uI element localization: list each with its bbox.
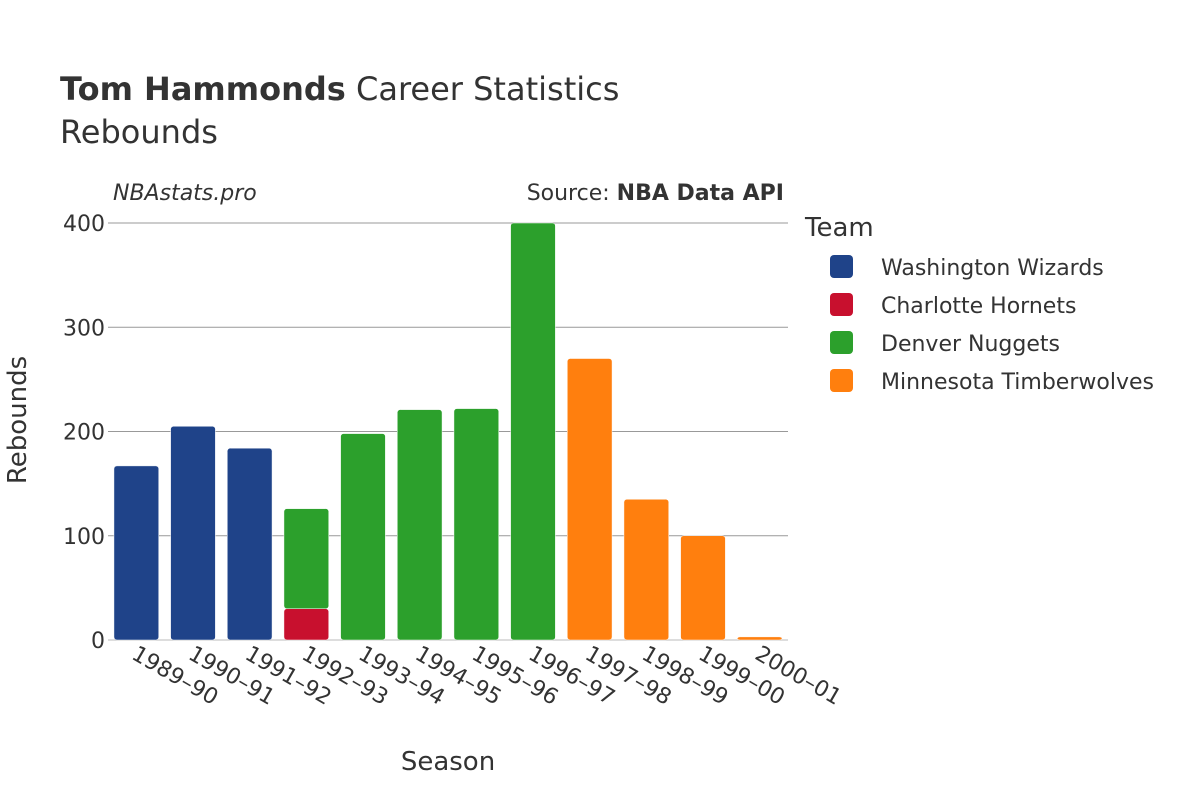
gridlines [108,222,788,641]
bar-segment [453,408,499,641]
y-axis-ticks: 0 100 200 300 400 [63,212,105,654]
bar-segment [227,447,273,641]
bar-segment [623,499,669,641]
y-tick-label: 200 [63,421,105,446]
legend-swatch [830,369,853,392]
bar-segment [510,222,556,641]
y-tick-label: 300 [63,316,105,341]
bar-segment [397,409,443,641]
y-tick-label: 0 [91,629,105,654]
legend-items: Washington Wizards Charlotte Hornets Denve… [830,255,1154,395]
x-axis-title: Season [401,747,495,777]
legend-swatch [830,331,853,354]
bar-segment [737,636,783,641]
source-prefix: Source: [527,181,617,206]
chart-title: Tom Hammonds Career Statistics [60,70,619,108]
bar-segment [283,608,329,641]
bar-segment [567,358,613,641]
site-label: NBAstats.pro [113,181,257,206]
legend-label: Minnesota Timberwolves [881,370,1154,395]
bar-segment [680,535,726,641]
legend-label: Denver Nuggets [881,332,1060,357]
y-tick-label: 400 [63,212,105,237]
legend-title: Team [804,213,874,243]
legend-swatch [830,293,853,316]
player-name: Tom Hammonds [60,70,346,108]
chart-subtitle: Rebounds [60,113,218,151]
y-axis-title: Rebounds [3,356,33,484]
bar-segment [340,433,386,641]
source-label: Source: NBA Data API [527,181,784,206]
legend-label: Charlotte Hornets [881,294,1076,319]
source-name: NBA Data API [617,181,784,206]
title-rest: Career Statistics [346,70,620,108]
y-tick-label: 100 [63,525,105,550]
legend-swatch [830,255,853,278]
bar-segment [113,465,159,641]
bar-segment [170,426,216,641]
bar-segment [283,508,329,609]
x-axis-ticks: 1989–901990–911991–921992–931993–941994–… [127,642,845,711]
bars [113,222,783,641]
legend: Team Washington Wizards Charlotte Hornets… [804,213,1154,395]
legend-label: Washington Wizards [881,256,1104,281]
